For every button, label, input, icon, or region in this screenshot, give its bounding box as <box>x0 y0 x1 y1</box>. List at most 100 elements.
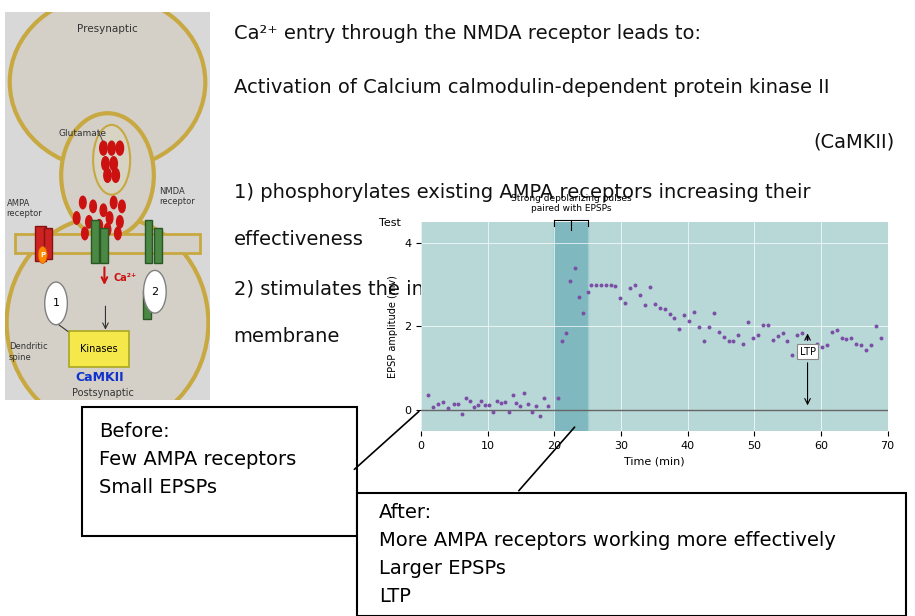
Point <box>736 339 750 349</box>
Point <box>727 336 741 346</box>
Point <box>820 340 834 350</box>
Point <box>572 292 587 302</box>
Point <box>493 399 508 408</box>
Point <box>810 339 824 349</box>
Point <box>451 399 466 409</box>
Circle shape <box>116 141 124 155</box>
Text: P: P <box>40 252 45 258</box>
Point <box>760 320 775 330</box>
Text: 2: 2 <box>151 286 158 297</box>
Text: After:
More AMPA receptors working more effectively
Larger EPSPs
LTP: After: More AMPA receptors working more … <box>379 503 835 606</box>
Text: Postsynaptic: Postsynaptic <box>72 389 135 399</box>
Point <box>540 401 554 411</box>
Point <box>554 336 569 346</box>
Point <box>458 394 473 403</box>
Point <box>490 396 504 406</box>
Circle shape <box>104 224 111 236</box>
Point <box>467 402 481 412</box>
Bar <box>44 228 52 259</box>
Point <box>462 395 477 405</box>
Bar <box>154 228 162 262</box>
Circle shape <box>108 141 115 155</box>
Ellipse shape <box>61 113 154 237</box>
Circle shape <box>144 270 167 313</box>
Circle shape <box>90 200 96 213</box>
Point <box>652 302 667 312</box>
Point <box>420 390 435 400</box>
Bar <box>587 222 888 431</box>
Point <box>633 290 648 300</box>
Text: effectiveness: effectiveness <box>233 230 363 249</box>
Point <box>746 333 760 342</box>
Point <box>505 390 520 400</box>
Point <box>667 313 682 323</box>
Point <box>800 333 814 342</box>
Text: Presynaptic: Presynaptic <box>77 24 138 34</box>
Point <box>795 328 810 338</box>
Point <box>608 281 623 291</box>
Point <box>844 333 858 343</box>
FancyBboxPatch shape <box>70 331 129 367</box>
Point <box>501 407 516 417</box>
Point <box>550 393 565 403</box>
FancyBboxPatch shape <box>357 493 906 616</box>
Text: Activation of Calcium calmodulin-dependent protein kinase II: Activation of Calcium calmodulin-depende… <box>233 78 829 97</box>
Point <box>682 317 696 326</box>
Point <box>741 317 756 327</box>
Text: Strong depolarizing pulses
paired with EPSPs: Strong depolarizing pulses paired with E… <box>511 194 631 213</box>
Point <box>567 263 582 273</box>
Point <box>478 400 492 410</box>
Point <box>509 398 523 408</box>
Bar <box>149 274 157 303</box>
Bar <box>36 226 46 261</box>
Point <box>576 308 590 318</box>
Text: (CaMKII): (CaMKII) <box>813 132 894 152</box>
Point <box>814 342 829 352</box>
Point <box>785 350 800 360</box>
Point <box>513 401 528 411</box>
Text: Before:
Few AMPA receptors
Small EPSPs: Before: Few AMPA receptors Small EPSPs <box>99 422 296 497</box>
Point <box>642 282 657 292</box>
Point <box>657 304 672 314</box>
Point <box>559 328 574 338</box>
Point <box>623 283 638 293</box>
Text: LTP: LTP <box>800 347 815 357</box>
Point <box>662 309 677 319</box>
Point <box>766 334 780 344</box>
Point <box>770 331 785 341</box>
Point <box>563 277 577 286</box>
Point <box>482 400 497 410</box>
Point <box>613 293 628 303</box>
Point <box>430 399 445 409</box>
Point <box>486 407 501 417</box>
Point <box>790 330 804 340</box>
Point <box>594 280 608 290</box>
Circle shape <box>114 227 121 240</box>
Bar <box>92 220 99 262</box>
Point <box>588 280 603 290</box>
Circle shape <box>100 204 107 216</box>
Point <box>711 327 726 337</box>
Circle shape <box>102 156 109 171</box>
Circle shape <box>38 246 48 264</box>
Bar <box>145 220 153 262</box>
Point <box>864 340 878 350</box>
Circle shape <box>100 141 107 155</box>
Point <box>859 345 874 355</box>
Circle shape <box>119 200 125 213</box>
Point <box>854 340 868 350</box>
Bar <box>554 222 587 431</box>
Point <box>672 324 686 334</box>
X-axis label: Time (min): Time (min) <box>624 456 684 466</box>
Point <box>474 396 489 406</box>
Y-axis label: EPSP amplitude (mv): EPSP amplitude (mv) <box>389 275 399 378</box>
Point <box>692 322 706 331</box>
Point <box>425 402 440 411</box>
Point <box>677 310 692 320</box>
Text: Test: Test <box>379 218 401 228</box>
Text: AMPA
receptor: AMPA receptor <box>6 198 42 218</box>
Ellipse shape <box>93 125 130 195</box>
Point <box>440 403 455 413</box>
Point <box>721 336 736 346</box>
Point <box>696 336 711 346</box>
